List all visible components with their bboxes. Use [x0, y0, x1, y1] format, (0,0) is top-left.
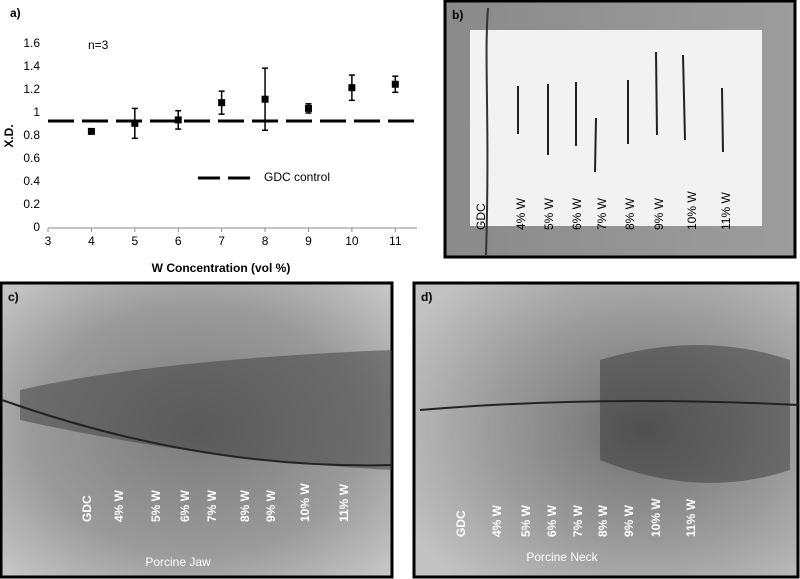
panel-d-frame [412, 281, 800, 579]
panel-title: c) [8, 290, 19, 304]
coil-label: 11% W [684, 498, 698, 537]
gdc-coil [485, 7, 489, 256]
caption: Porcine Neck [526, 550, 598, 564]
coil-label: 6% W [178, 489, 192, 522]
y-tick-label: 1.2 [23, 82, 40, 96]
x-tick-label: 4 [88, 234, 95, 248]
coil-label: 7% W [571, 504, 585, 537]
annotation: n=3 [88, 38, 109, 52]
y-tick-label: 1.4 [23, 59, 40, 73]
coil-label: 8% W [623, 197, 637, 230]
panel-title: d) [421, 290, 432, 304]
coil-label: 10% W [298, 483, 312, 522]
x-tick-label: 11 [389, 234, 402, 248]
caption: Porcine Jaw [145, 555, 211, 569]
y-tick-label: 0.4 [23, 174, 40, 188]
marker [218, 99, 226, 107]
x-tick-label: 10 [345, 234, 359, 248]
coil-label: GDC [454, 510, 468, 537]
marker [304, 104, 312, 112]
y-tick-label: 0 [33, 220, 40, 234]
marker [174, 116, 182, 124]
coils [517, 51, 724, 173]
coil-label: 4% W [112, 489, 126, 522]
coil-label: GDC [474, 203, 488, 230]
panel-c: c) [0, 281, 394, 579]
x-tick-label: 9 [305, 234, 312, 248]
coil-label: 5% W [149, 489, 163, 522]
x-tick-label: 6 [175, 234, 182, 248]
marker [131, 119, 139, 127]
coil-label: 10% W [685, 191, 699, 230]
marker [391, 80, 399, 88]
coil-label: 5% W [542, 197, 556, 230]
chart-title: a) [10, 6, 21, 20]
catheter [419, 400, 799, 411]
marker [348, 84, 356, 92]
coil-label: GDC [80, 495, 94, 522]
marker [87, 127, 95, 135]
catheter [1, 399, 393, 467]
coil-label: 8% W [238, 489, 252, 522]
coil-label: 7% W [205, 489, 219, 522]
y-tick-label: 1.6 [23, 36, 40, 50]
x-tick-label: 3 [45, 234, 52, 248]
coil-label: 11% W [337, 483, 351, 522]
coil-label: 4% W [514, 197, 528, 230]
coil-label: 5% W [519, 504, 533, 537]
coil-label: 6% W [545, 504, 559, 537]
panel-title: b) [452, 8, 463, 22]
coil-label: 9% W [622, 504, 636, 537]
coil-label: 6% W [570, 197, 584, 230]
y-tick-label: 0.2 [23, 197, 40, 211]
y-axis-label: X.D. [2, 124, 16, 147]
y-tick-label: 0.8 [23, 128, 40, 142]
coil-label: 7% W [595, 197, 609, 230]
x-tick-label: 7 [218, 234, 225, 248]
coil-label: 11% W [719, 192, 733, 230]
marker [261, 95, 269, 103]
jaw-shape [20, 350, 392, 470]
y-tick-label: 1 [33, 105, 40, 119]
x-tick-label: 5 [131, 234, 138, 248]
neck-shape [600, 345, 790, 483]
coil-label: 9% W [264, 489, 278, 522]
coil-label: 8% W [596, 504, 610, 537]
coil-label: 10% W [649, 498, 663, 537]
panel-b: b) [443, 0, 797, 259]
legend-label: GDC control [264, 170, 330, 184]
x-axis-label: W Concentration (vol %) [152, 261, 291, 275]
y-tick-label: 0.6 [23, 151, 40, 165]
coil-label: 9% W [652, 197, 666, 230]
coil-label: 4% W [490, 504, 504, 537]
x-tick-label: 8 [262, 234, 269, 248]
panel-d: d) [412, 281, 800, 579]
